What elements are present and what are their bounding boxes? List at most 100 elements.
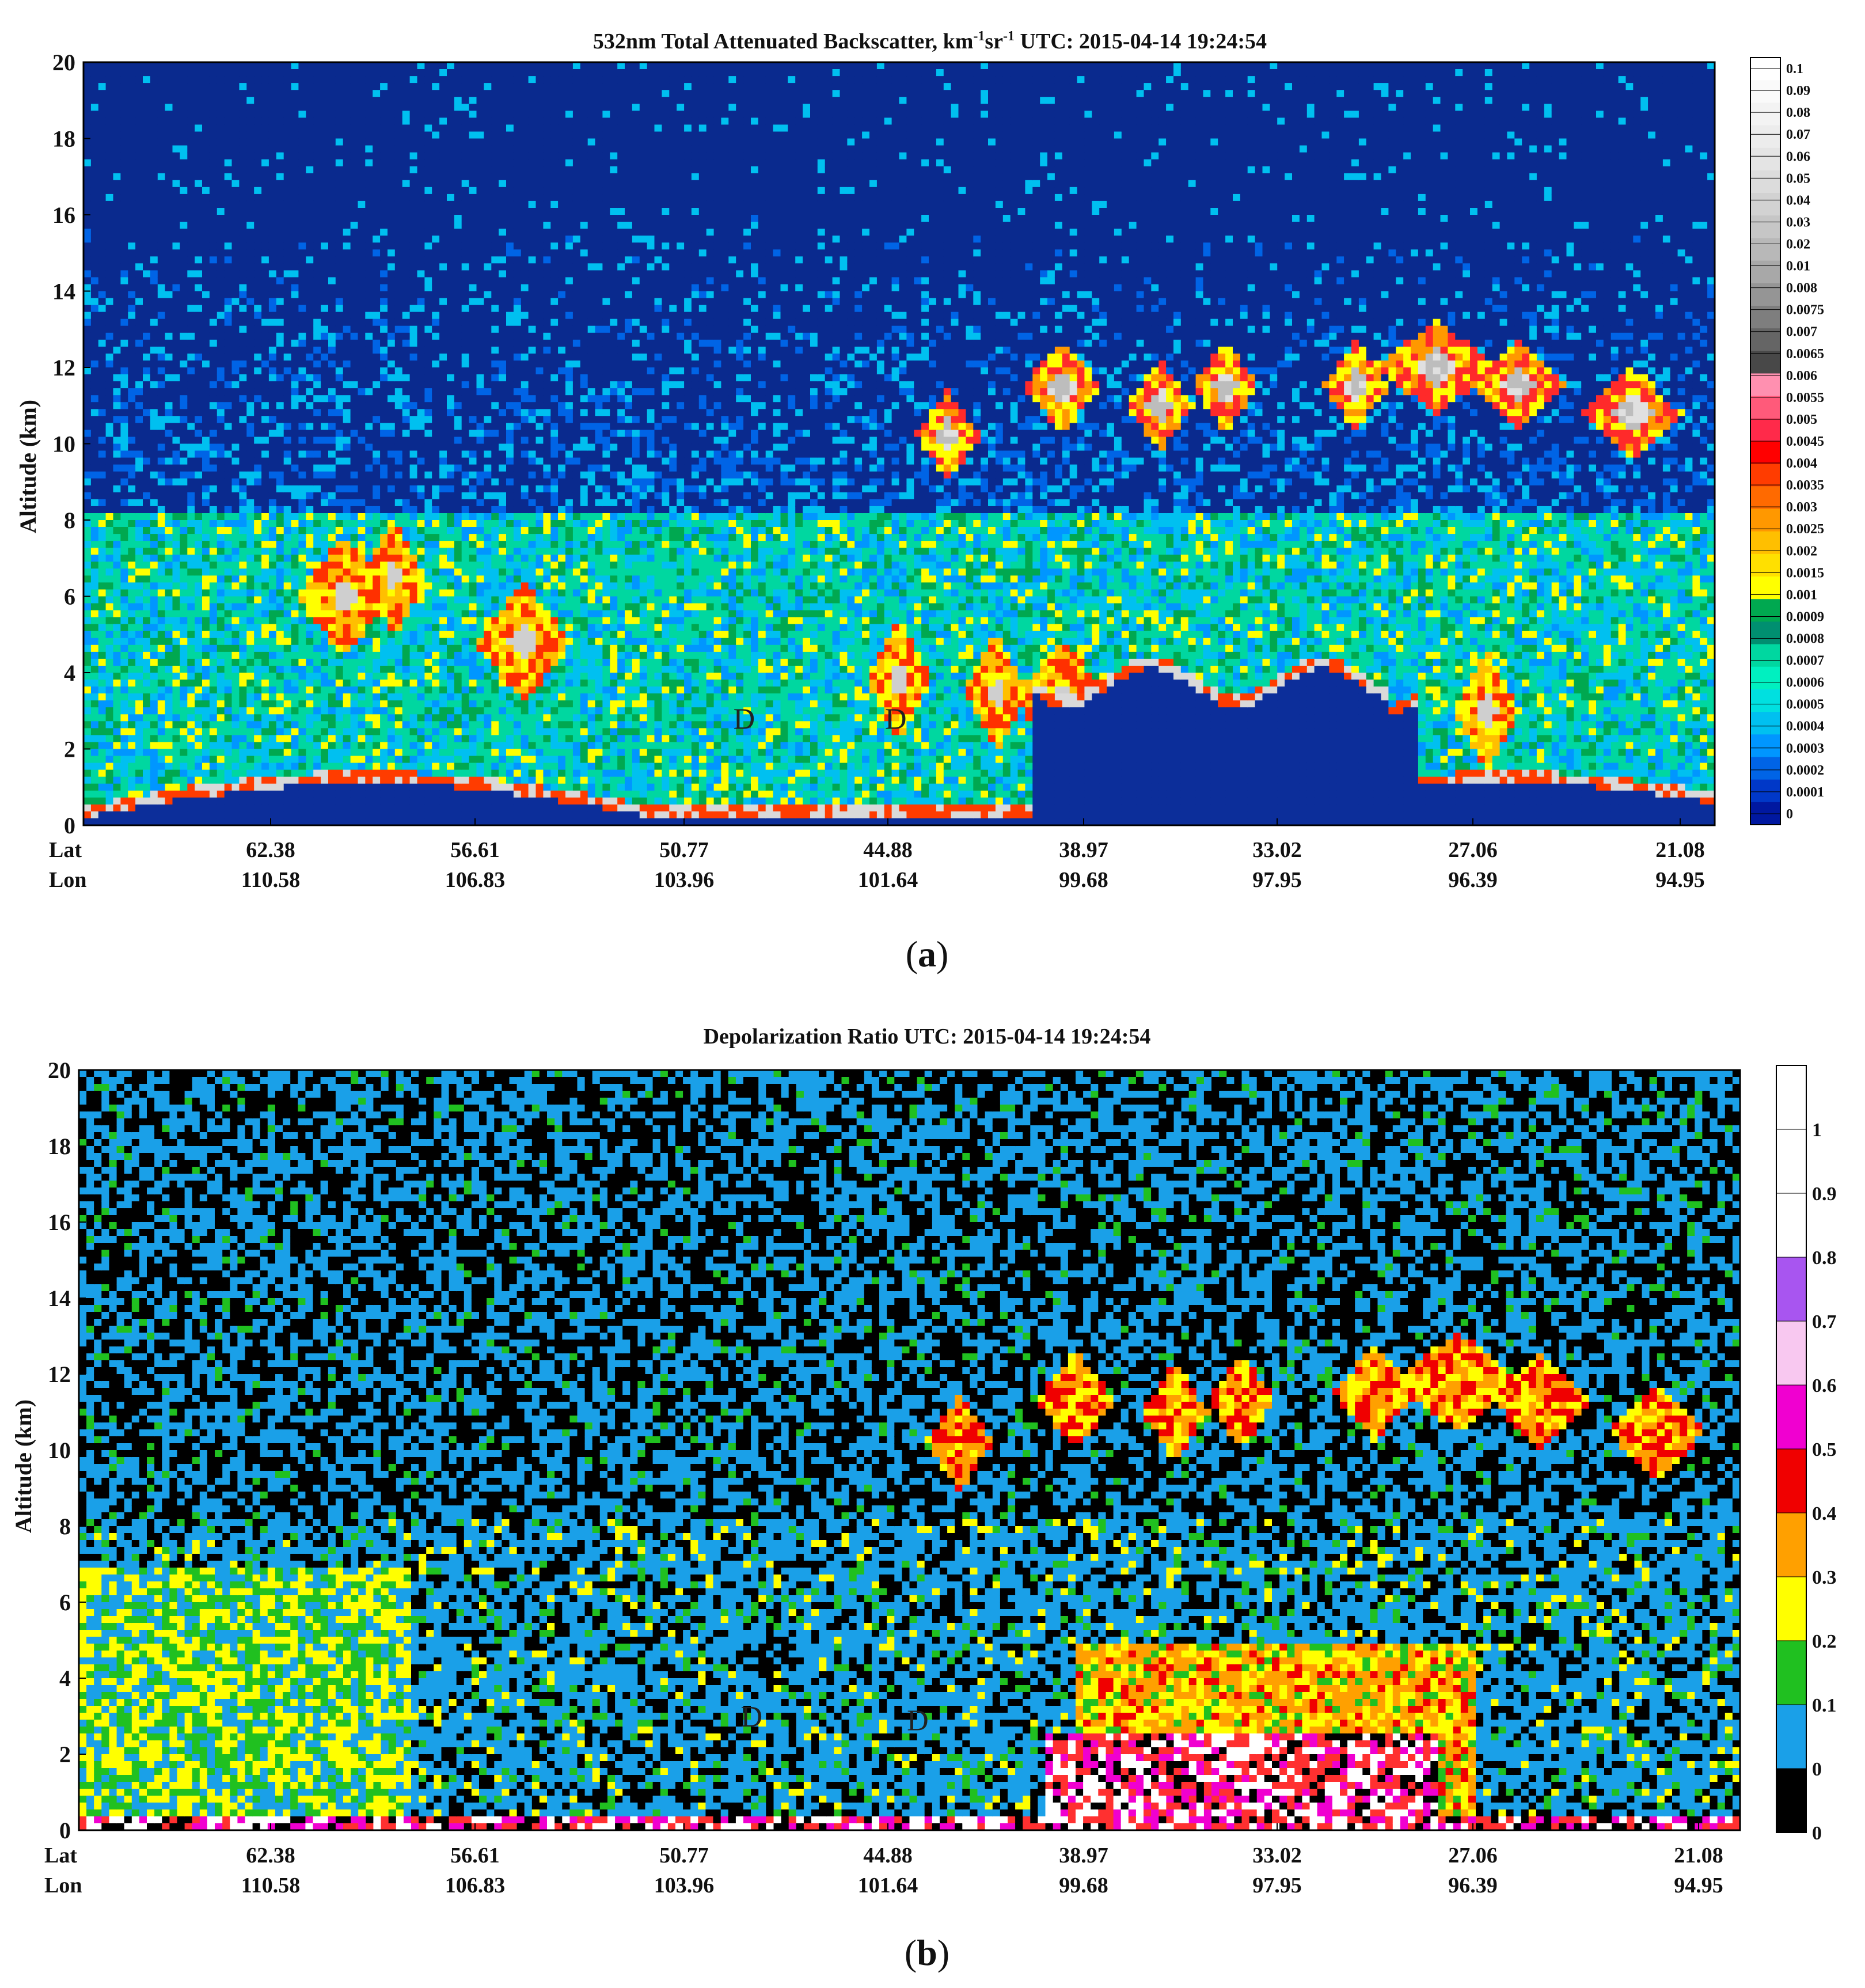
heatmap-cell: [321, 479, 329, 486]
heatmap-cell: [284, 76, 292, 84]
heatmap-cell: [143, 479, 151, 486]
heatmap-cell: [135, 534, 143, 541]
heatmap-cell: [246, 347, 255, 354]
heatmap-cell: [173, 83, 181, 90]
heatmap-cell: [106, 693, 114, 701]
heatmap-cell: [173, 298, 181, 306]
heatmap-cell: [358, 208, 366, 215]
heatmap-cell: [284, 492, 292, 500]
heatmap-cell: [128, 229, 136, 236]
heatmap-cell: [269, 597, 277, 604]
heatmap-cell: [284, 742, 292, 750]
heatmap-cell: [395, 215, 403, 222]
heatmap-cell: [328, 756, 336, 764]
heatmap-cell: [187, 680, 195, 687]
heatmap-cell: [187, 395, 195, 403]
heatmap-cell: [417, 173, 426, 181]
heatmap-cell: [298, 270, 306, 278]
heatmap-cell: [373, 312, 381, 320]
heatmap-cell: [98, 499, 107, 507]
heatmap-cell: [269, 187, 277, 195]
heatmap-cell: [113, 367, 121, 375]
heatmap-cell: [173, 465, 181, 472]
heatmap-cell: [135, 388, 143, 396]
heatmap-cell: [291, 728, 299, 735]
heatmap-cell: [284, 520, 292, 528]
heatmap-cell: [358, 97, 366, 104]
heatmap-cell: [195, 291, 203, 299]
panel-a: 532nm Total Attenuated Backscatter, km-1…: [0, 0, 1865, 1002]
heatmap-cell: [180, 416, 188, 423]
heatmap-cell: [165, 90, 173, 97]
heatmap-cell: [402, 367, 411, 375]
heatmap-cell: [254, 693, 262, 701]
heatmap-cell: [180, 117, 188, 125]
heatmap-cell: [402, 638, 411, 646]
heatmap-cell: [351, 479, 359, 486]
heatmap-cell: [291, 187, 299, 195]
heatmap-cell: [343, 263, 351, 271]
heatmap-cell: [298, 763, 306, 771]
heatmap-cell: [187, 638, 195, 646]
heatmap-cell: [232, 388, 240, 396]
heatmap-cell: [410, 319, 418, 327]
heatmap-cell: [120, 69, 128, 77]
heatmap-cell: [83, 686, 92, 694]
heatmap-cell: [261, 721, 269, 729]
heatmap-cell: [232, 153, 240, 160]
heatmap-cell: [276, 305, 284, 313]
heatmap-cell: [351, 160, 359, 167]
heatmap-cell: [195, 721, 203, 729]
heatmap-cell: [306, 284, 314, 292]
heatmap-cell: [195, 659, 203, 666]
heatmap-cell: [284, 354, 292, 361]
heatmap-cell: [113, 319, 121, 327]
heatmap-cell: [98, 395, 107, 403]
heatmap-cell: [380, 721, 388, 729]
heatmap-cell: [306, 430, 314, 437]
heatmap-cell: [336, 284, 344, 292]
heatmap-cell: [298, 354, 306, 361]
heatmap-cell: [417, 361, 426, 368]
heatmap-cell: [365, 117, 373, 125]
heatmap-cell: [217, 784, 225, 791]
heatmap-cell: [254, 117, 262, 125]
heatmap-cell: [291, 222, 299, 229]
heatmap-cell: [321, 582, 329, 590]
heatmap-cell: [135, 326, 143, 333]
heatmap-cell: [91, 472, 99, 479]
heatmap-cell: [328, 367, 336, 375]
heatmap-cell: [143, 83, 151, 90]
heatmap-cell: [113, 520, 121, 528]
heatmap-cell: [135, 139, 143, 146]
heatmap-cell: [351, 652, 359, 659]
heatmap-cell: [98, 62, 107, 70]
heatmap-cell: [380, 208, 388, 215]
heatmap-cell: [410, 291, 418, 299]
heatmap-cell: [269, 527, 277, 534]
heatmap-cell: [388, 146, 396, 153]
heatmap-cell: [232, 437, 240, 445]
heatmap-cell: [187, 568, 195, 576]
heatmap-cell: [380, 652, 388, 659]
heatmap-cell: [269, 249, 277, 257]
heatmap-cell: [395, 770, 403, 777]
heatmap-cell: [254, 256, 262, 264]
heatmap-cell: [128, 784, 136, 791]
heatmap-cell: [150, 645, 158, 652]
heatmap-cell: [165, 277, 173, 284]
heatmap-cell: [180, 479, 188, 486]
heatmap-cell: [395, 437, 403, 445]
heatmap-cell: [239, 277, 247, 284]
heatmap-cell: [410, 590, 418, 597]
heatmap-cell: [232, 541, 240, 548]
heatmap-cell: [135, 263, 143, 271]
heatmap-cell: [98, 805, 107, 812]
heatmap-cell: [343, 124, 351, 132]
heatmap-cell: [113, 146, 121, 153]
heatmap-cell: [150, 444, 158, 452]
heatmap-cell: [195, 479, 203, 486]
heatmap-cell: [373, 347, 381, 354]
heatmap-cell: [225, 249, 233, 257]
heatmap-cell: [410, 548, 418, 555]
